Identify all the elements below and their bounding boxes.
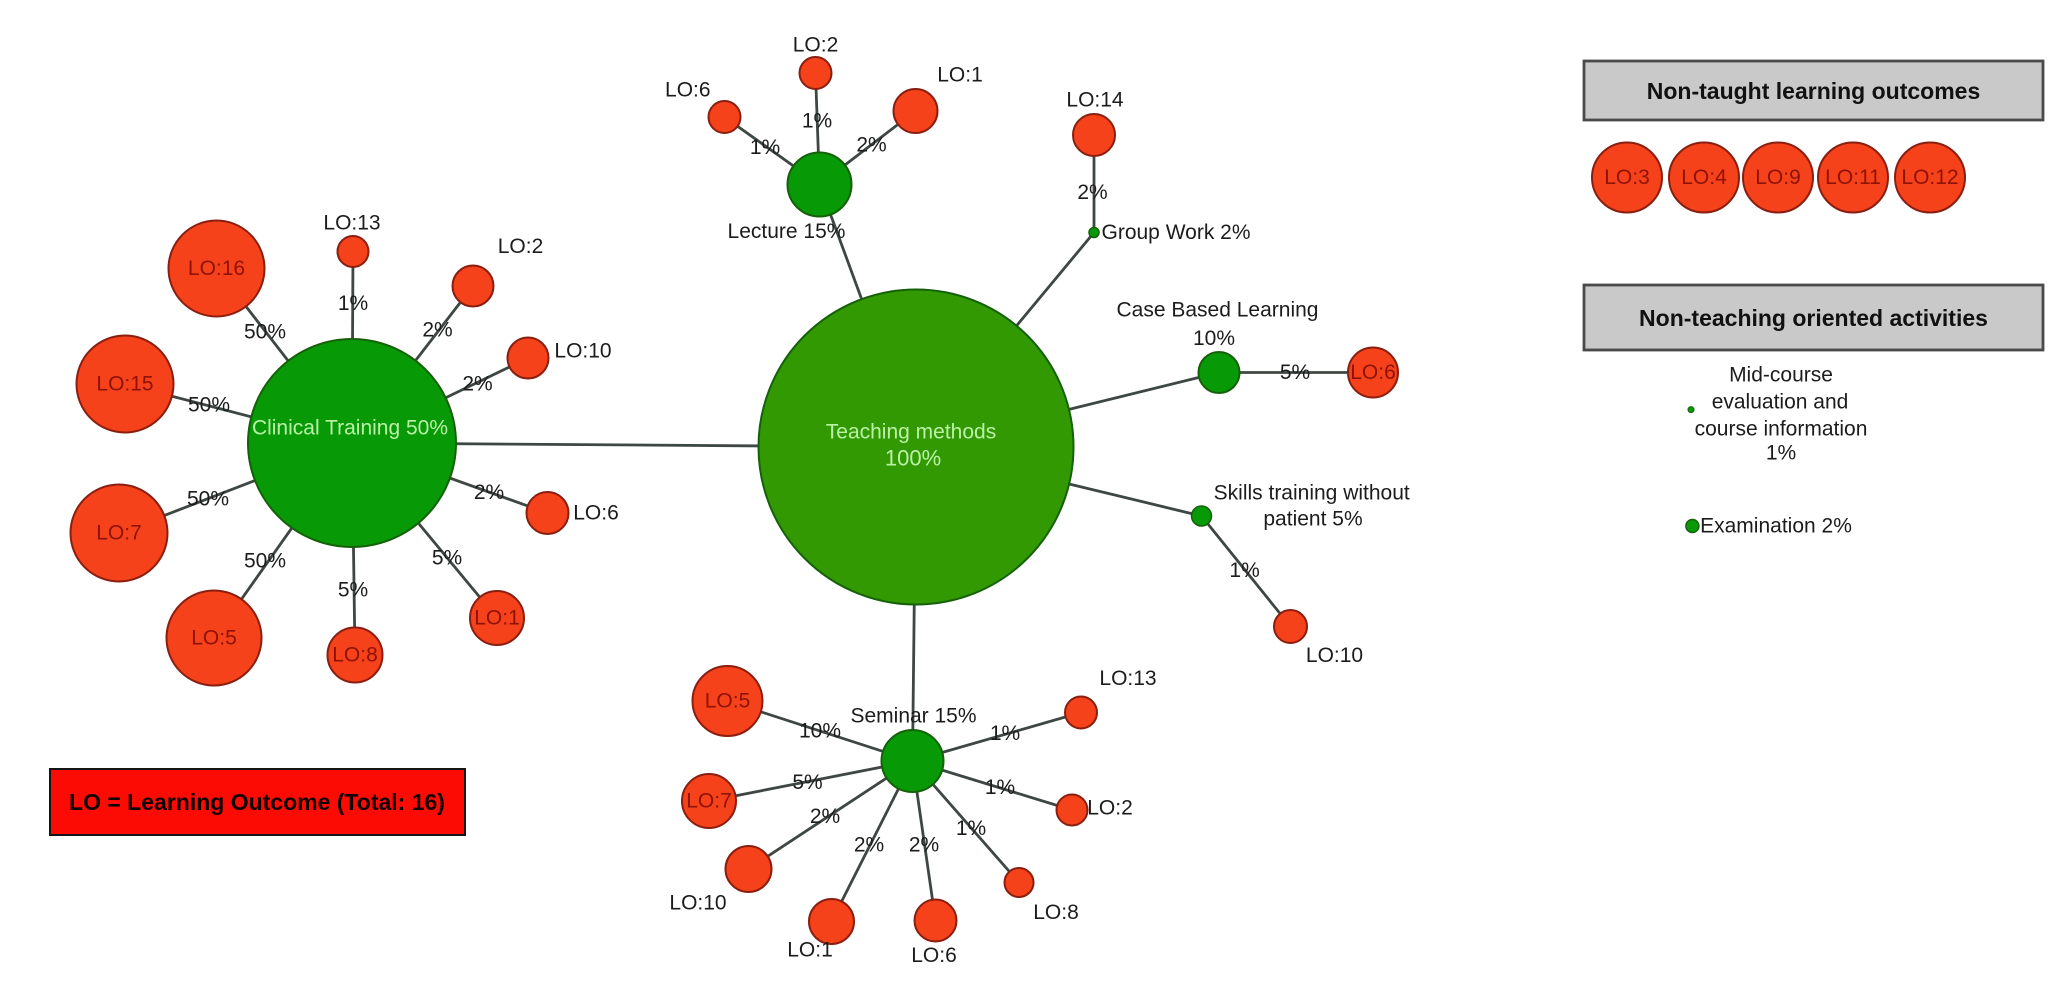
- svg-text:LO:6: LO:6: [573, 502, 619, 525]
- svg-text:Seminar 15%: Seminar 15%: [850, 705, 976, 728]
- svg-text:Clinical Training 50%: Clinical Training 50%: [252, 417, 448, 440]
- svg-text:Mid-course: Mid-course: [1729, 364, 1833, 387]
- svg-text:LO:8: LO:8: [1033, 901, 1079, 924]
- svg-text:2%: 2%: [909, 834, 939, 857]
- svg-text:LO:4: LO:4: [1681, 166, 1727, 189]
- svg-text:LO:6: LO:6: [911, 944, 957, 967]
- svg-text:10%: 10%: [799, 720, 841, 743]
- svg-text:LO:12: LO:12: [1901, 166, 1958, 189]
- svg-text:LO:13: LO:13: [1099, 667, 1156, 690]
- svg-text:Examination 2%: Examination 2%: [1700, 515, 1852, 538]
- svg-text:10%: 10%: [1193, 327, 1235, 350]
- svg-text:50%: 50%: [187, 488, 229, 511]
- svg-text:5%: 5%: [338, 579, 368, 602]
- svg-text:LO:1: LO:1: [937, 64, 983, 87]
- svg-text:2%: 2%: [474, 481, 504, 504]
- svg-text:Group Work 2%: Group Work 2%: [1102, 221, 1251, 244]
- svg-text:LO:6: LO:6: [1350, 361, 1396, 384]
- svg-text:LO:5: LO:5: [191, 627, 237, 650]
- svg-text:LO:2: LO:2: [793, 34, 839, 57]
- svg-text:100%: 100%: [885, 446, 941, 471]
- svg-text:LO:10: LO:10: [669, 892, 726, 915]
- svg-text:5%: 5%: [792, 771, 822, 794]
- svg-text:2%: 2%: [462, 373, 492, 396]
- svg-text:1%: 1%: [985, 776, 1015, 799]
- svg-text:2%: 2%: [810, 805, 840, 828]
- svg-text:2%: 2%: [422, 319, 452, 342]
- svg-text:2%: 2%: [854, 834, 884, 857]
- svg-text:LO:5: LO:5: [705, 690, 751, 713]
- svg-text:Lecture 15%: Lecture 15%: [728, 220, 846, 243]
- svg-text:LO:11: LO:11: [1825, 166, 1881, 189]
- svg-text:LO:7: LO:7: [686, 790, 732, 813]
- svg-text:2%: 2%: [1077, 181, 1107, 204]
- svg-text:50%: 50%: [188, 394, 230, 417]
- svg-text:LO:9: LO:9: [1755, 166, 1801, 189]
- svg-text:LO:10: LO:10: [1306, 644, 1363, 667]
- svg-text:LO:7: LO:7: [96, 522, 142, 545]
- svg-text:course information: course information: [1695, 418, 1868, 441]
- svg-text:evaluation and: evaluation and: [1712, 391, 1849, 414]
- svg-text:LO:15: LO:15: [96, 373, 153, 396]
- svg-text:5%: 5%: [432, 547, 462, 570]
- svg-text:LO:1: LO:1: [787, 939, 833, 962]
- svg-text:Case Based Learning: Case Based Learning: [1117, 299, 1319, 322]
- svg-text:LO:8: LO:8: [332, 644, 378, 667]
- svg-text:1%: 1%: [802, 110, 832, 133]
- svg-text:50%: 50%: [244, 321, 286, 344]
- svg-text:Non-taught learning outcomes: Non-taught learning outcomes: [1647, 78, 1981, 104]
- svg-text:Skills training without: Skills training without: [1214, 482, 1410, 505]
- svg-text:Non-teaching oriented activiti: Non-teaching oriented activities: [1639, 305, 1988, 331]
- svg-text:2%: 2%: [856, 134, 886, 157]
- svg-text:LO = Learning Outcome (Total:: LO = Learning Outcome (Total: 16): [69, 789, 445, 815]
- svg-text:1%: 1%: [1766, 442, 1796, 465]
- svg-text:LO:2: LO:2: [1087, 797, 1133, 820]
- svg-text:1%: 1%: [990, 722, 1020, 745]
- svg-text:Teaching methods: Teaching methods: [826, 421, 996, 444]
- svg-text:1%: 1%: [956, 817, 986, 840]
- svg-text:LO:13: LO:13: [323, 212, 380, 235]
- svg-text:patient 5%: patient 5%: [1263, 508, 1362, 531]
- svg-text:50%: 50%: [244, 550, 286, 573]
- svg-text:LO:6: LO:6: [665, 79, 711, 102]
- svg-text:1%: 1%: [338, 292, 368, 315]
- svg-text:LO:16: LO:16: [188, 257, 245, 280]
- svg-text:LO:14: LO:14: [1066, 89, 1124, 112]
- svg-text:LO:3: LO:3: [1604, 166, 1650, 189]
- svg-text:1%: 1%: [750, 136, 780, 159]
- svg-text:LO:2: LO:2: [498, 235, 544, 258]
- svg-text:LO:1: LO:1: [474, 607, 520, 630]
- svg-text:5%: 5%: [1280, 361, 1310, 384]
- svg-text:1%: 1%: [1229, 559, 1259, 582]
- svg-text:LO:10: LO:10: [554, 340, 611, 363]
